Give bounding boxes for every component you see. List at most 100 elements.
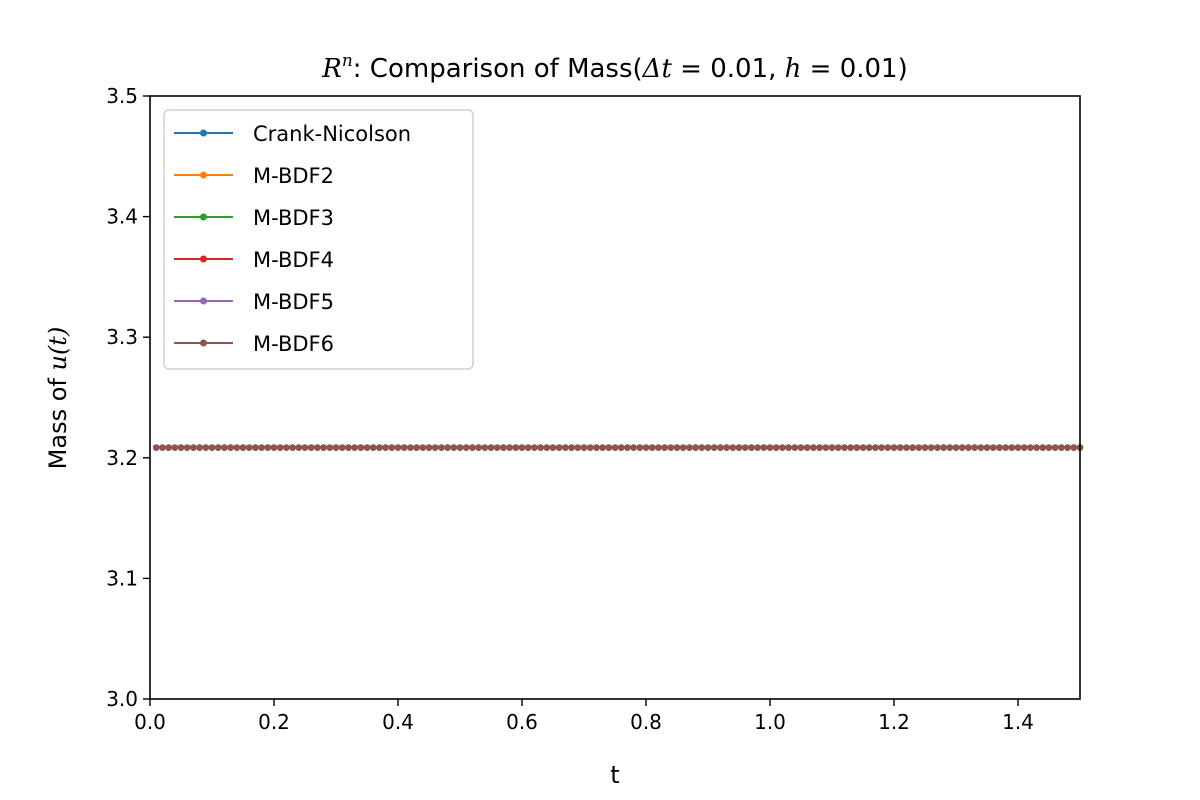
data-point: [531, 444, 538, 451]
data-point: [723, 444, 730, 451]
data-point: [264, 444, 271, 451]
data-point: [370, 444, 377, 451]
data-point: [425, 444, 433, 451]
series-m-bdf6: [153, 444, 1084, 451]
axis-ticks: 0.0 0.2 0.4 0.6 0.8 1.0 1.2 1.4 3.0 3.1 3.2 3.3 3.4 3…: [106, 84, 1034, 734]
title-prefix: R: [321, 54, 342, 84]
y-tick-label: 3.5: [106, 84, 138, 108]
data-point: [512, 444, 519, 451]
legend-entry: M-BDF6: [174, 332, 334, 356]
legend-label: Crank-Nicolson: [253, 122, 411, 146]
data-point: [1008, 444, 1015, 451]
data-point: [692, 444, 699, 451]
chart-title: Rn: Comparison of Mass(Δt = 0.01, h = 0.…: [321, 51, 908, 84]
title-eq1: = 0.01,: [672, 54, 785, 84]
data-point: [593, 444, 600, 451]
plot-series: [153, 444, 1084, 451]
data-point: [816, 444, 823, 451]
data-point: [698, 444, 705, 451]
data-point: [853, 444, 860, 451]
legend-entry: Crank-Nicolson: [174, 122, 411, 146]
data-point: [810, 444, 817, 451]
legend-marker: [200, 129, 207, 137]
data-point: [1064, 444, 1071, 451]
data-point: [320, 444, 327, 451]
y-axis-label-math: u(t): [44, 327, 72, 371]
legend-marker: [200, 297, 207, 305]
data-point: [630, 444, 637, 451]
data-point: [165, 444, 172, 451]
data-point: [438, 444, 445, 451]
data-point: [556, 444, 563, 451]
data-point: [456, 444, 464, 451]
data-point: [382, 444, 389, 451]
data-point: [1020, 444, 1028, 451]
data-point: [413, 444, 420, 451]
data-point: [785, 444, 792, 451]
data-point: [804, 444, 811, 451]
data-point: [915, 444, 922, 451]
data-point: [283, 444, 290, 451]
legend-entry: M-BDF3: [174, 206, 334, 230]
data-point: [611, 444, 619, 451]
legend-label: M-BDF3: [253, 206, 334, 230]
data-point: [735, 444, 743, 451]
data-point: [394, 444, 402, 451]
data-point: [605, 444, 612, 451]
legend-label: M-BDF2: [253, 164, 334, 188]
data-point: [252, 444, 259, 451]
data-point: [289, 444, 296, 451]
data-point: [419, 444, 426, 451]
x-tick-label: 0.8: [630, 710, 662, 734]
data-point: [1070, 444, 1078, 451]
legend-label: M-BDF4: [253, 248, 334, 272]
data-point: [797, 444, 805, 451]
data-point: [246, 444, 253, 451]
data-point: [1058, 444, 1065, 451]
data-point: [444, 444, 451, 451]
data-point: [890, 444, 898, 451]
data-point: [928, 444, 935, 451]
data-point: [543, 444, 550, 451]
data-point: [748, 444, 755, 451]
title-text: : Comparison of Mass(: [353, 54, 643, 84]
data-point: [469, 444, 476, 451]
data-point: [884, 444, 891, 451]
data-point: [673, 444, 681, 451]
data-point: [1052, 444, 1059, 451]
data-point: [766, 444, 774, 451]
x-tick-label: 1.0: [754, 710, 786, 734]
data-point: [407, 444, 414, 451]
data-point: [475, 444, 482, 451]
y-tick-label: 3.4: [106, 205, 138, 229]
data-point: [1027, 444, 1034, 451]
data-point: [549, 444, 557, 451]
data-point: [934, 444, 941, 451]
data-point: [940, 444, 947, 451]
data-point: [184, 444, 191, 451]
data-point: [779, 444, 786, 451]
data-point: [190, 444, 197, 451]
data-point: [661, 444, 668, 451]
data-point: [171, 444, 178, 451]
data-point: [525, 444, 532, 451]
data-point: [494, 444, 501, 451]
plot-frame: [149, 95, 1081, 700]
data-point: [1002, 444, 1009, 451]
data-point: [841, 444, 848, 451]
data-point: [649, 444, 656, 451]
y-axis-label-text: Mass of: [44, 371, 72, 470]
data-point: [959, 444, 966, 451]
data-point: [481, 444, 488, 451]
data-point: [332, 444, 340, 451]
y-tick-label: 3.3: [106, 325, 138, 349]
data-point: [537, 444, 544, 451]
data-point: [432, 444, 439, 451]
legend-box: [163, 109, 474, 370]
legend-entry: M-BDF4: [174, 248, 334, 272]
y-axis-label: Mass of u(t): [44, 327, 72, 470]
x-tick-label: 0.6: [506, 710, 538, 734]
data-point: [580, 444, 588, 451]
x-tick-label: 1.2: [878, 710, 910, 734]
